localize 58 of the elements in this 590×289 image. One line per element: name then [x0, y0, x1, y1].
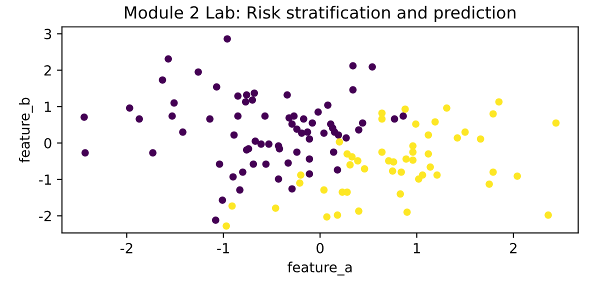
point — [348, 153, 356, 161]
y-tick-label: 1 — [44, 102, 51, 112]
point — [388, 167, 396, 175]
y-tick-label: 0 — [44, 138, 52, 148]
point — [320, 186, 328, 194]
chart-title: Module 2 Lab: Risk stratification and prediction — [124, 6, 516, 22]
point — [409, 156, 417, 164]
y-tick-label: 3 — [44, 28, 52, 40]
point — [360, 165, 368, 173]
x-tick-label: 0 — [316, 242, 324, 254]
x-tick-label: 2 — [510, 242, 516, 254]
point — [486, 180, 493, 188]
point — [415, 175, 422, 183]
x-axis-title: feature_a — [288, 262, 352, 276]
point — [489, 110, 497, 118]
point — [323, 213, 331, 221]
point — [431, 118, 439, 126]
point — [398, 168, 405, 176]
x-tick-label: -1 — [217, 243, 230, 254]
point — [544, 211, 552, 219]
point — [454, 134, 462, 142]
point — [409, 148, 417, 156]
point — [403, 208, 411, 216]
point — [409, 142, 417, 150]
point — [433, 171, 441, 179]
point — [424, 150, 432, 158]
point — [228, 202, 236, 210]
point — [402, 155, 410, 163]
point — [346, 161, 354, 169]
point — [272, 204, 280, 212]
point — [461, 128, 469, 136]
point — [354, 157, 362, 165]
y-tick-label: -2 — [39, 210, 51, 222]
point — [424, 131, 432, 139]
point — [336, 138, 344, 146]
point — [426, 163, 434, 171]
point — [396, 190, 404, 198]
point — [296, 179, 304, 187]
y-tick-label: 2 — [44, 65, 51, 76]
point — [476, 135, 484, 143]
point — [412, 120, 420, 128]
point — [514, 172, 521, 180]
x-tick-label: -2 — [120, 242, 132, 254]
point — [390, 158, 398, 166]
point — [552, 119, 560, 127]
point — [401, 105, 409, 113]
point — [378, 115, 386, 123]
y-tick-label: -1 — [39, 174, 51, 185]
point — [495, 98, 503, 106]
point — [378, 148, 386, 156]
point — [297, 171, 304, 179]
point — [355, 207, 362, 215]
point — [334, 211, 342, 219]
point — [222, 222, 230, 230]
x-tick-label: 1 — [414, 243, 420, 254]
point — [489, 168, 497, 176]
y-axis-title: feature_b — [18, 98, 33, 163]
point — [443, 104, 450, 112]
